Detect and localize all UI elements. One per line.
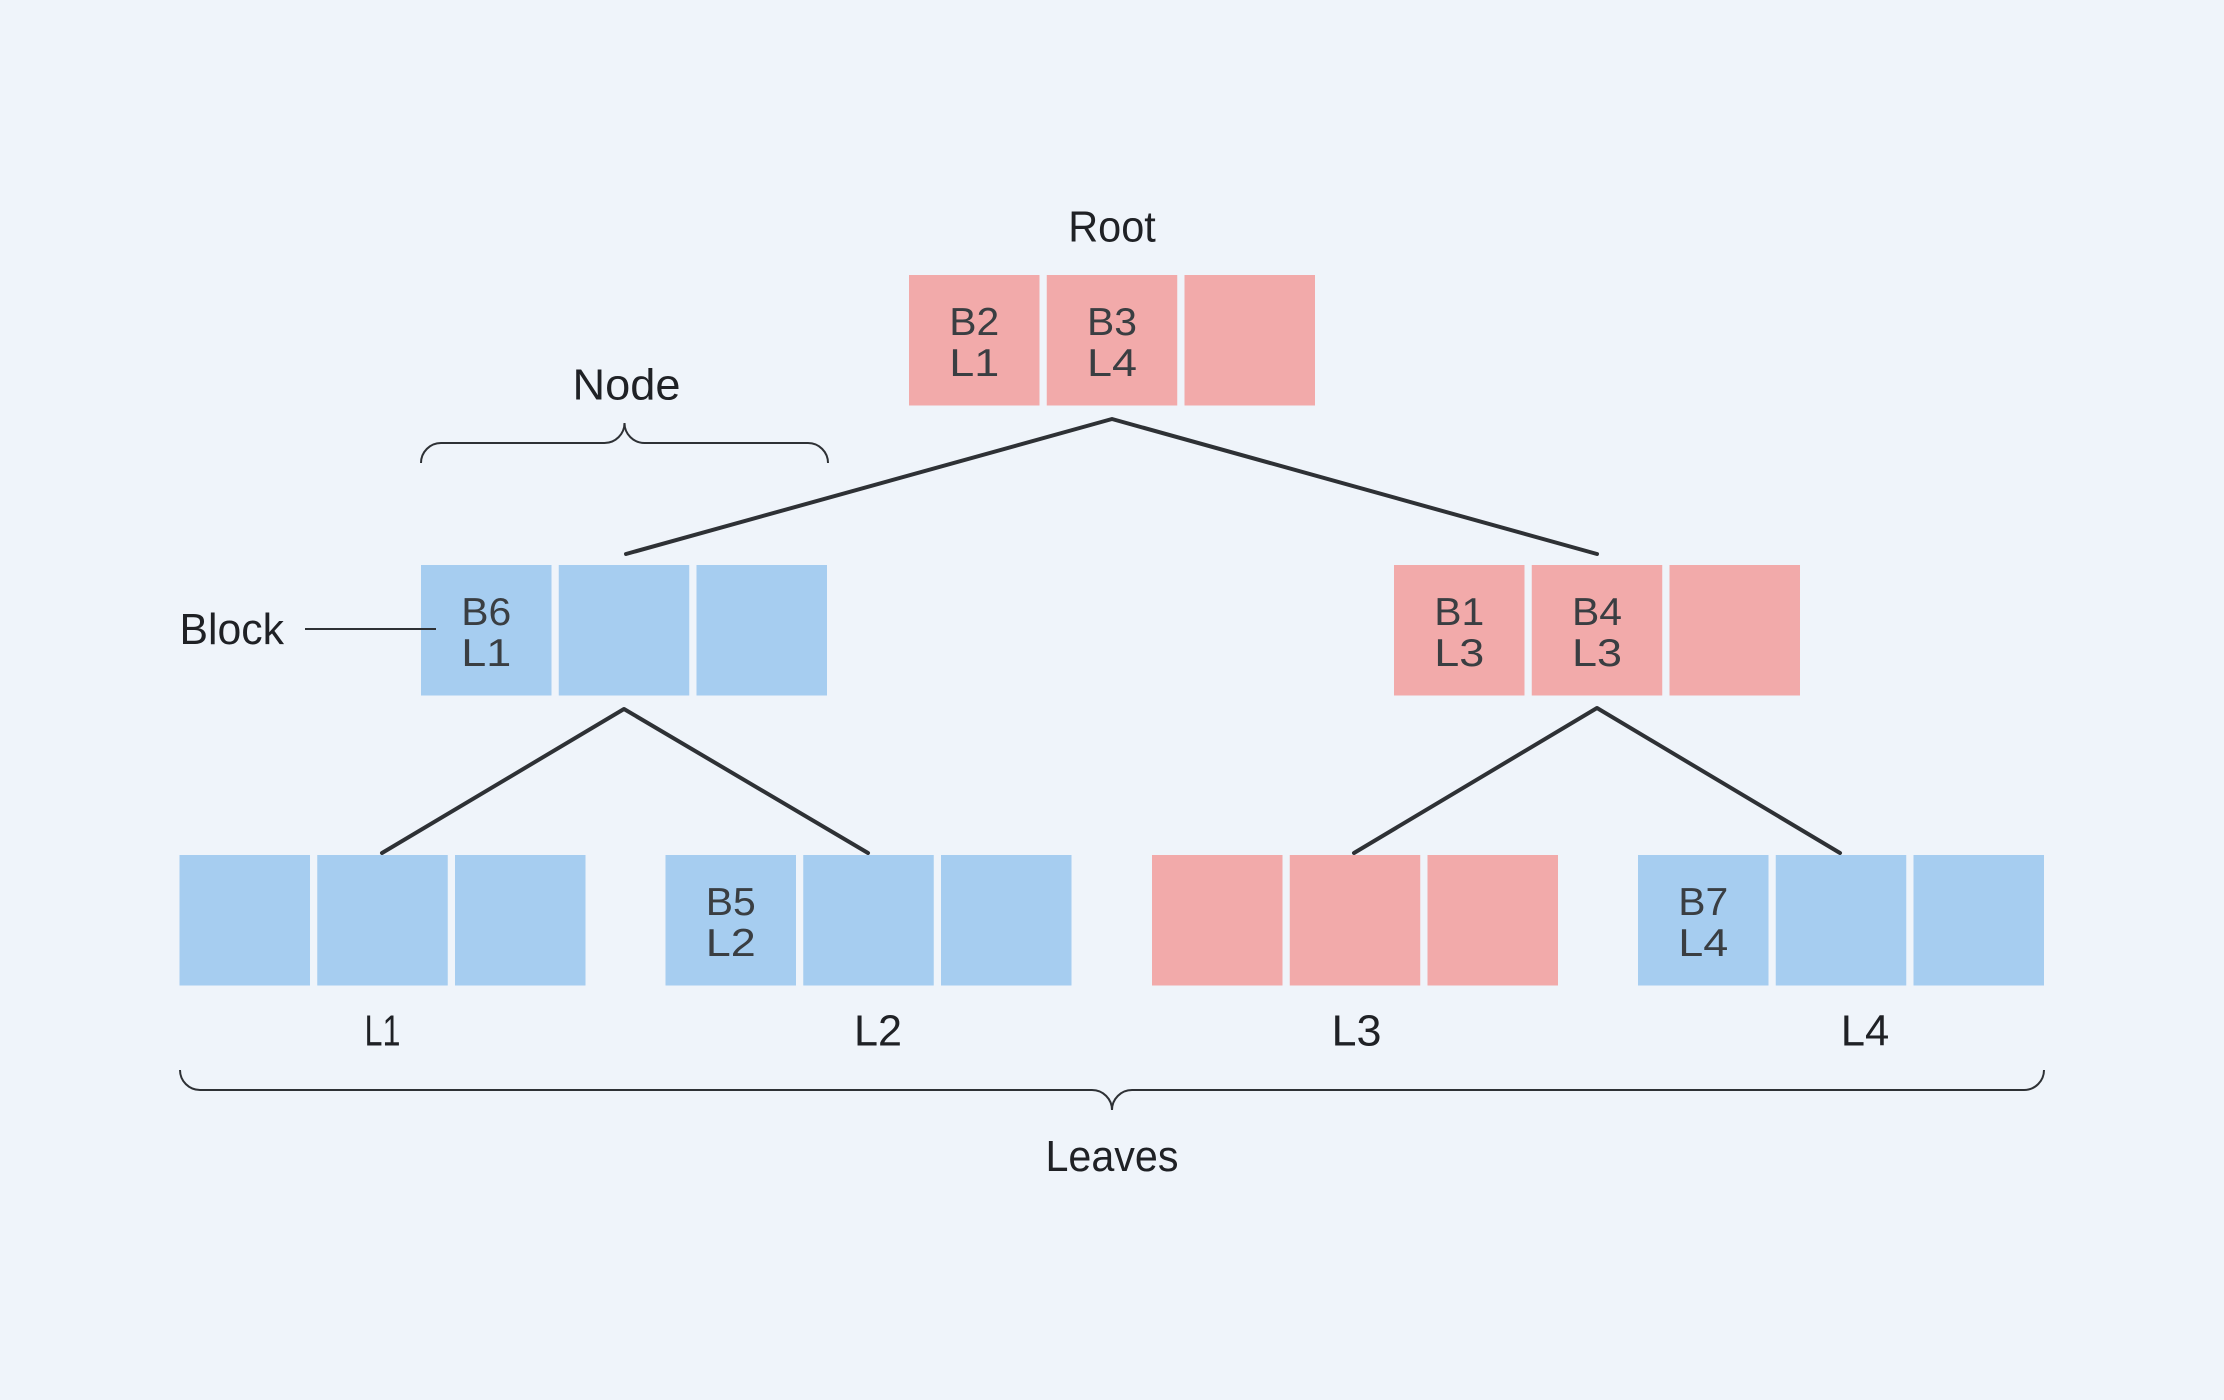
svg-text:L4: L4 bbox=[1841, 1007, 1890, 1056]
svg-text:Node: Node bbox=[573, 361, 681, 410]
svg-text:L4: L4 bbox=[1678, 922, 1728, 965]
svg-text:L1: L1 bbox=[949, 342, 999, 385]
svg-text:L3: L3 bbox=[1434, 632, 1484, 675]
svg-text:L2: L2 bbox=[706, 922, 756, 965]
svg-text:Root: Root bbox=[1068, 203, 1156, 252]
svg-text:L3: L3 bbox=[1332, 1007, 1382, 1056]
svg-text:L3: L3 bbox=[1572, 632, 1622, 675]
svg-text:Block: Block bbox=[180, 605, 285, 654]
svg-text:L1: L1 bbox=[461, 632, 511, 675]
svg-text:B5: B5 bbox=[706, 881, 756, 924]
svg-text:B1: B1 bbox=[1434, 591, 1484, 634]
svg-text:B4: B4 bbox=[1572, 591, 1622, 634]
svg-text:L4: L4 bbox=[1087, 342, 1137, 385]
svg-text:L2: L2 bbox=[854, 1007, 902, 1056]
svg-text:B2: B2 bbox=[949, 301, 999, 344]
svg-text:B3: B3 bbox=[1087, 301, 1137, 344]
svg-text:B6: B6 bbox=[461, 591, 511, 634]
svg-text:L1: L1 bbox=[365, 1007, 401, 1056]
svg-text:Leaves: Leaves bbox=[1046, 1132, 1179, 1181]
svg-text:B7: B7 bbox=[1678, 881, 1728, 924]
